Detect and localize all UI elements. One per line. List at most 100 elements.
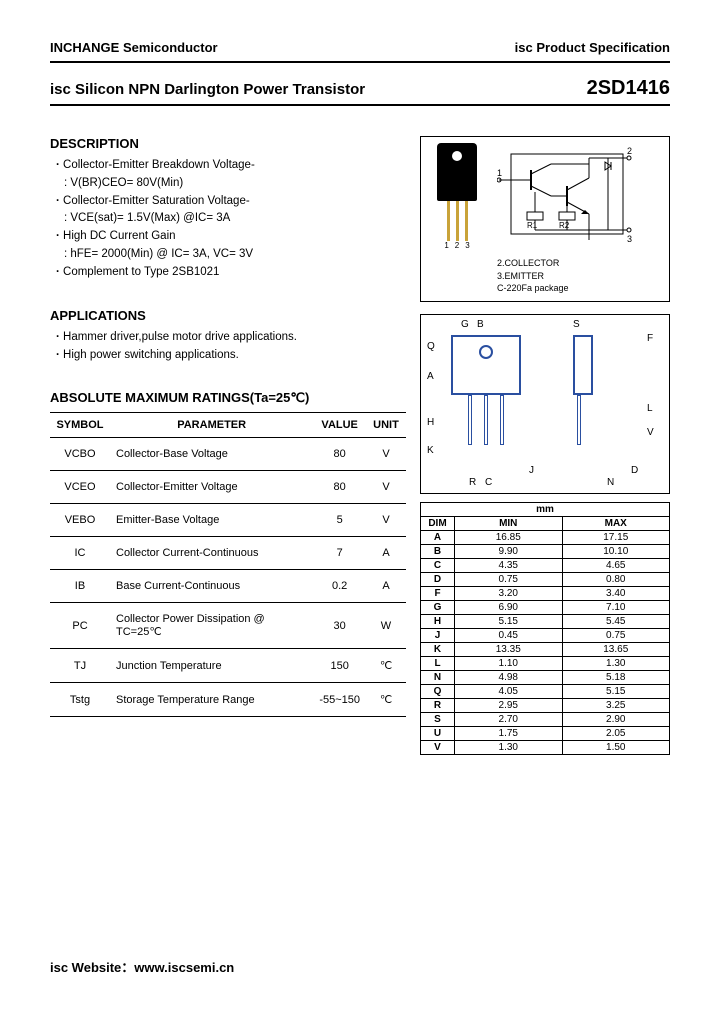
dim-min: 2.70 xyxy=(455,712,563,726)
dim-max: 4.65 xyxy=(562,558,670,572)
top-header: INCHANGE Semiconductor isc Product Speci… xyxy=(50,40,670,55)
dim-row: V1.301.50 xyxy=(421,740,670,754)
dim-key: L xyxy=(421,656,455,670)
divider-top xyxy=(50,61,670,63)
dim-row: F3.203.40 xyxy=(421,586,670,600)
dim-max: 3.25 xyxy=(562,698,670,712)
dim-row: R2.953.25 xyxy=(421,698,670,712)
rating-value: 7 xyxy=(313,537,366,570)
dim-row: B9.9010.10 xyxy=(421,544,670,558)
col-parameter: PARAMETER xyxy=(110,413,313,438)
description-item: V(BR)CEO= 80V(Min) xyxy=(56,175,406,193)
description-item: Collector-Emitter Breakdown Voltage- xyxy=(56,157,406,175)
dim-max: 2.90 xyxy=(562,712,670,726)
dim-min: 0.75 xyxy=(455,572,563,586)
rating-param: Base Current-Continuous xyxy=(110,570,313,603)
dim-F: F xyxy=(647,333,653,344)
dimensions-table: mm DIM MIN MAX A16.8517.15B9.9010.10C4.3… xyxy=(420,502,670,755)
rating-unit: V xyxy=(366,504,406,537)
dim-key: N xyxy=(421,670,455,684)
dim-row: A16.8517.15 xyxy=(421,530,670,544)
applications-heading: APPLICATIONS xyxy=(50,308,406,323)
dim-unit: mm xyxy=(421,502,670,516)
ratings-heading: ABSOLUTE MAXIMUM RATINGS(Ta=25℃) xyxy=(50,390,406,406)
ratings-row: TJJunction Temperature150℃ xyxy=(50,649,406,683)
applications-list: Hammer driver,pulse motor drive applicat… xyxy=(50,329,406,365)
svg-text:R2: R2 xyxy=(559,221,570,230)
dim-Q: Q xyxy=(427,341,435,352)
dim-key: S xyxy=(421,712,455,726)
dim-D: D xyxy=(631,465,638,476)
dim-row: S2.702.90 xyxy=(421,712,670,726)
rating-unit: ℃ xyxy=(366,683,406,717)
rating-value: 80 xyxy=(313,438,366,471)
svg-text:1: 1 xyxy=(497,168,502,178)
rating-param: Storage Temperature Range xyxy=(110,683,313,717)
footer-label: isc Website： xyxy=(50,960,134,975)
dim-key: F xyxy=(421,586,455,600)
dim-min: 9.90 xyxy=(455,544,563,558)
dim-min: 1.10 xyxy=(455,656,563,670)
dim-max: 1.30 xyxy=(562,656,670,670)
dim-min: 3.20 xyxy=(455,586,563,600)
rating-symbol: IB xyxy=(50,570,110,603)
footer-url: www.iscsemi.cn xyxy=(134,960,234,975)
rating-param: Junction Temperature xyxy=(110,649,313,683)
dim-min: 16.85 xyxy=(455,530,563,544)
description-item: hFE= 2000(Min) @ IC= 3A, VC= 3V xyxy=(56,246,406,264)
dim-max: 1.50 xyxy=(562,740,670,754)
dim-min: 5.15 xyxy=(455,614,563,628)
dim-row: J0.450.75 xyxy=(421,628,670,642)
dim-max: 13.65 xyxy=(562,642,670,656)
dim-H: H xyxy=(427,417,434,428)
col-value: VALUE xyxy=(313,413,366,438)
rating-unit: A xyxy=(366,537,406,570)
rating-symbol: Tstg xyxy=(50,683,110,717)
rating-unit: W xyxy=(366,603,406,649)
rating-unit: A xyxy=(366,570,406,603)
dim-max: 5.18 xyxy=(562,670,670,684)
dim-row: U1.752.05 xyxy=(421,726,670,740)
dim-row: C4.354.65 xyxy=(421,558,670,572)
pin-3: 3 xyxy=(465,241,469,250)
dim-key: V xyxy=(421,740,455,754)
description-item: Complement to Type 2SB1021 xyxy=(56,264,406,282)
dim-R: R xyxy=(469,477,476,488)
dim-key: U xyxy=(421,726,455,740)
footer: isc Website：www.iscsemi.cn xyxy=(50,957,234,976)
dim-key: Q xyxy=(421,684,455,698)
main-columns: DESCRIPTION Collector-Emitter Breakdown … xyxy=(50,136,670,755)
pin-1: 1 xyxy=(444,241,448,250)
darlington-schematic-icon: 1 2 3 R1 R2 xyxy=(497,143,637,253)
rating-symbol: VCBO xyxy=(50,438,110,471)
dim-N: N xyxy=(607,477,614,488)
dim-row: D0.750.80 xyxy=(421,572,670,586)
rating-param: Collector-Emitter Voltage xyxy=(110,471,313,504)
rating-value: -55~150 xyxy=(313,683,366,717)
description-item: VCE(sat)= 1.5V(Max) @IC= 3A xyxy=(56,210,406,228)
dim-V: V xyxy=(647,427,654,438)
dim-min: 0.45 xyxy=(455,628,563,642)
ratings-table: SYMBOL PARAMETER VALUE UNIT VCBOCollecto… xyxy=(50,412,406,717)
dim-key: C xyxy=(421,558,455,572)
dim-min: 13.35 xyxy=(455,642,563,656)
rating-value: 5 xyxy=(313,504,366,537)
rating-value: 30 xyxy=(313,603,366,649)
ratings-row: IBBase Current-Continuous0.2A xyxy=(50,570,406,603)
dim-row: N4.985.18 xyxy=(421,670,670,684)
ratings-heading-text: ABSOLUTE MAXIMUM RATINGS(Ta=25℃) xyxy=(50,390,309,405)
dim-B: B xyxy=(477,319,484,330)
ratings-row: ICCollector Current-Continuous7A xyxy=(50,537,406,570)
dim-row: G6.907.10 xyxy=(421,600,670,614)
pkg-note-1: 2.COLLECTOR xyxy=(497,257,637,270)
dim-C: C xyxy=(485,477,492,488)
rating-value: 150 xyxy=(313,649,366,683)
title-row: isc Silicon NPN Darlington Power Transis… xyxy=(50,77,670,100)
svg-text:3: 3 xyxy=(627,234,632,244)
dim-key: D xyxy=(421,572,455,586)
rating-symbol: TJ xyxy=(50,649,110,683)
application-item: Hammer driver,pulse motor drive applicat… xyxy=(56,329,406,347)
svg-text:2: 2 xyxy=(627,146,632,156)
dim-K: K xyxy=(427,445,434,456)
dim-key: K xyxy=(421,642,455,656)
